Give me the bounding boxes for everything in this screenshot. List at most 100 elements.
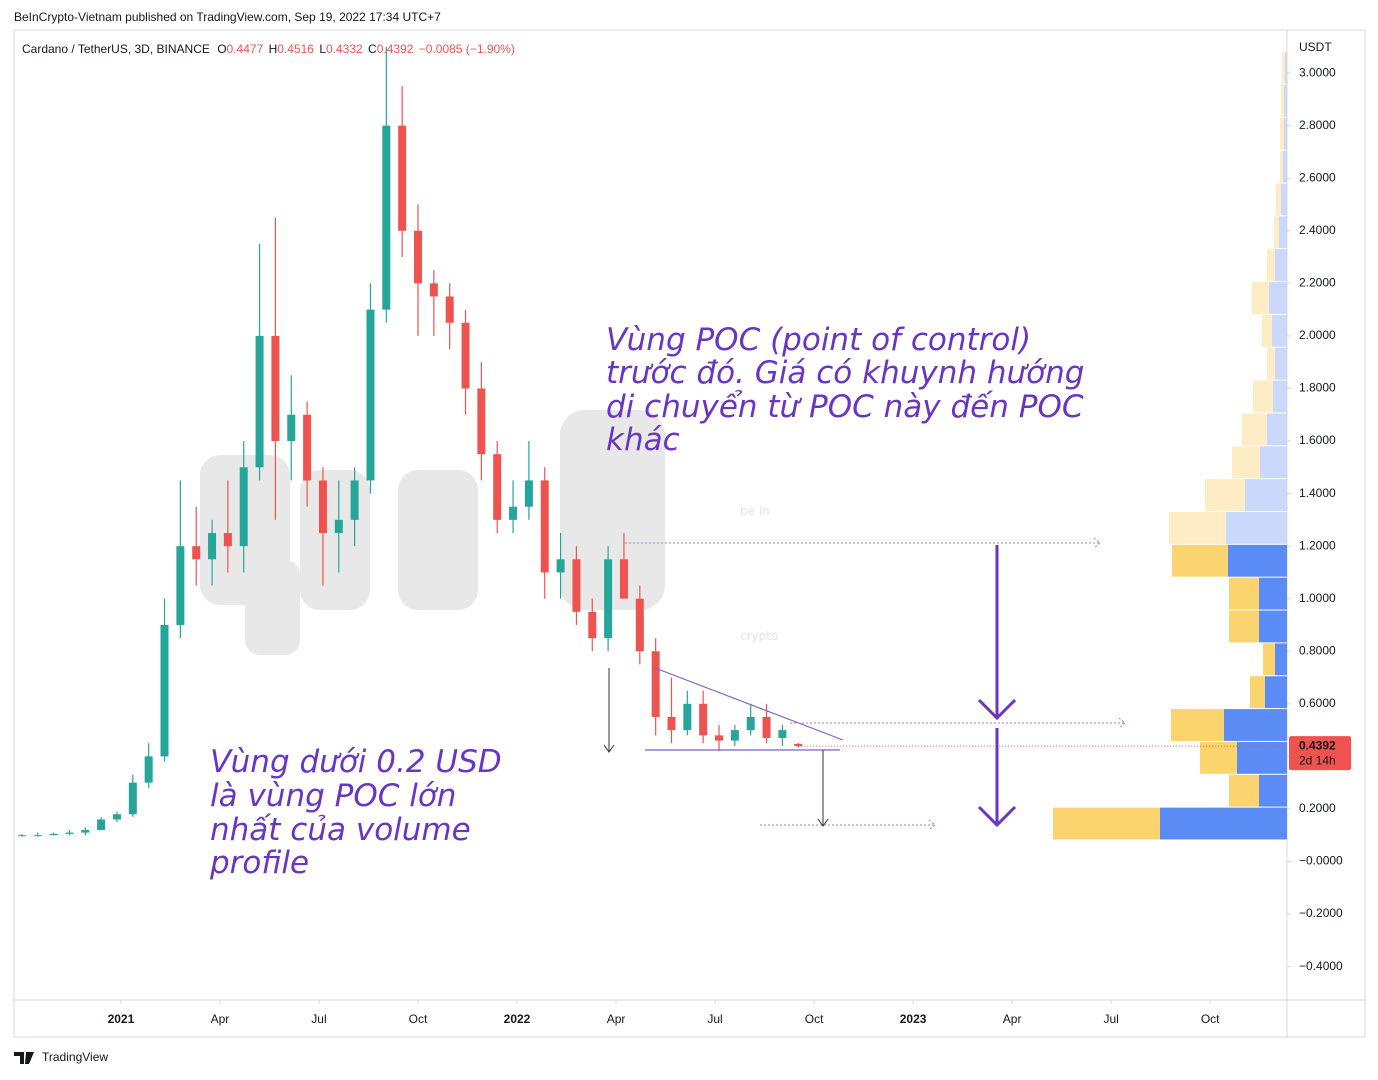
profile-up	[1259, 577, 1287, 610]
countdown: 2d 14h	[1299, 753, 1336, 767]
watermark: be in crypto	[200, 410, 778, 655]
x-tick-label: 2022	[504, 1012, 531, 1026]
candle-body	[651, 651, 660, 717]
profile-down	[1263, 643, 1275, 676]
candle-body	[334, 519, 343, 534]
candle-body	[112, 814, 121, 820]
arrow	[603, 668, 615, 753]
profile-down	[1200, 741, 1237, 774]
candle-body	[477, 388, 486, 455]
profile-up	[1245, 479, 1287, 511]
x-tick-label: Oct	[805, 1012, 824, 1026]
symbol: Cardano / TetherUS, 3D, BINANCE	[22, 42, 210, 56]
profile-down	[1282, 52, 1285, 84]
profile-up	[1279, 216, 1287, 249]
profile-down	[1276, 183, 1281, 216]
candle-body	[445, 296, 454, 323]
profile-down	[1242, 413, 1267, 446]
dotted-arrow	[790, 717, 1126, 729]
candle-body	[382, 125, 391, 310]
y-tick-label: 2.2000	[1299, 276, 1336, 290]
x-tick-label: Apr	[211, 1012, 230, 1026]
profile-up	[1259, 774, 1287, 807]
candle-body	[255, 335, 264, 468]
candle-body	[17, 835, 26, 837]
drawings	[603, 537, 1126, 831]
ohlc-value: 0.4392	[377, 42, 414, 56]
y-tick-label: 2.4000	[1299, 223, 1336, 237]
profile-up	[1237, 741, 1287, 774]
y-tick-label: 0.6000	[1299, 696, 1336, 710]
candle-body	[223, 533, 232, 547]
profile-up	[1284, 117, 1287, 150]
annotation-line: di chuyển từ POC này đến POC	[606, 389, 1084, 425]
footer: TradingView	[42, 1050, 108, 1064]
y-tick-label: 1.0000	[1299, 591, 1336, 605]
profile-down	[1229, 577, 1259, 610]
logo-block	[398, 470, 478, 610]
x-tick-label: Apr	[1003, 1012, 1022, 1026]
candle-body	[318, 480, 327, 534]
arrow	[817, 750, 829, 827]
ohlc-label: H	[269, 42, 278, 56]
annotation-line: nhất của volume	[210, 812, 471, 848]
y-tick-label: 2.8000	[1299, 118, 1336, 132]
x-tick-label: Jul	[1103, 1012, 1118, 1026]
price-unit: USDT	[1299, 40, 1332, 54]
profile-up	[1275, 249, 1287, 282]
candle-body	[65, 832, 74, 834]
ohlc-label: C	[368, 42, 377, 56]
annotation-line: Vùng POC (point of control)	[606, 322, 1031, 358]
candle-body	[540, 480, 549, 573]
ohlc-value: 0.4332	[326, 42, 363, 56]
profile-down	[1229, 774, 1259, 807]
candle-body	[33, 835, 42, 837]
candle-body	[715, 735, 724, 741]
candle-body	[461, 322, 470, 389]
y-tick-label: 2.0000	[1299, 328, 1336, 342]
profile-down	[1232, 446, 1260, 479]
trend-line	[654, 667, 844, 741]
candle-body	[128, 782, 137, 815]
candle-body	[287, 414, 296, 442]
profile-down	[1281, 84, 1284, 117]
candle-body	[192, 546, 201, 560]
big-arrow	[977, 728, 1017, 828]
logo-block	[245, 560, 300, 655]
last-price-box	[1289, 736, 1351, 771]
profile-up	[1281, 183, 1287, 216]
y-tick-label: 1.6000	[1299, 433, 1336, 447]
y-tick-label: 1.2000	[1299, 538, 1336, 552]
candle-body	[730, 730, 739, 741]
x-tick-label: Jul	[311, 1012, 326, 1026]
annotation-line: khác	[606, 422, 680, 458]
candle-body	[556, 559, 565, 573]
candle-body	[271, 335, 280, 442]
profile-down	[1274, 216, 1279, 249]
y-tick-label: 0.2000	[1299, 801, 1336, 815]
profile-down	[1262, 314, 1272, 347]
annotation: Vùng POC (point of control) trước đó. Gi…	[606, 322, 1084, 458]
candle-body	[619, 559, 628, 599]
publisher: BeInCrypto-Vietnam published on TradingV…	[14, 10, 441, 24]
candle-body	[572, 559, 581, 612]
profile-up	[1275, 347, 1287, 380]
profile-up	[1283, 150, 1287, 183]
annotation-line: profile	[209, 845, 309, 881]
big-arrow	[977, 545, 1017, 721]
profile-down	[1267, 249, 1275, 282]
profile-down	[1169, 511, 1226, 544]
ohlc-label: L	[319, 42, 326, 56]
x-tick-label: Oct	[409, 1012, 428, 1026]
candle-body	[635, 598, 644, 652]
dotted-arrow	[760, 819, 936, 831]
profile-up	[1224, 709, 1287, 741]
logo-block	[560, 410, 665, 610]
x-tick-label: Jul	[707, 1012, 722, 1026]
candle-body	[208, 533, 217, 560]
y-tick-label: 1.4000	[1299, 486, 1336, 500]
candle-body	[667, 716, 676, 731]
profile-up	[1259, 610, 1287, 643]
x-tick-label: 2023	[900, 1012, 927, 1026]
ohlc-value: 0.4477	[227, 42, 264, 56]
